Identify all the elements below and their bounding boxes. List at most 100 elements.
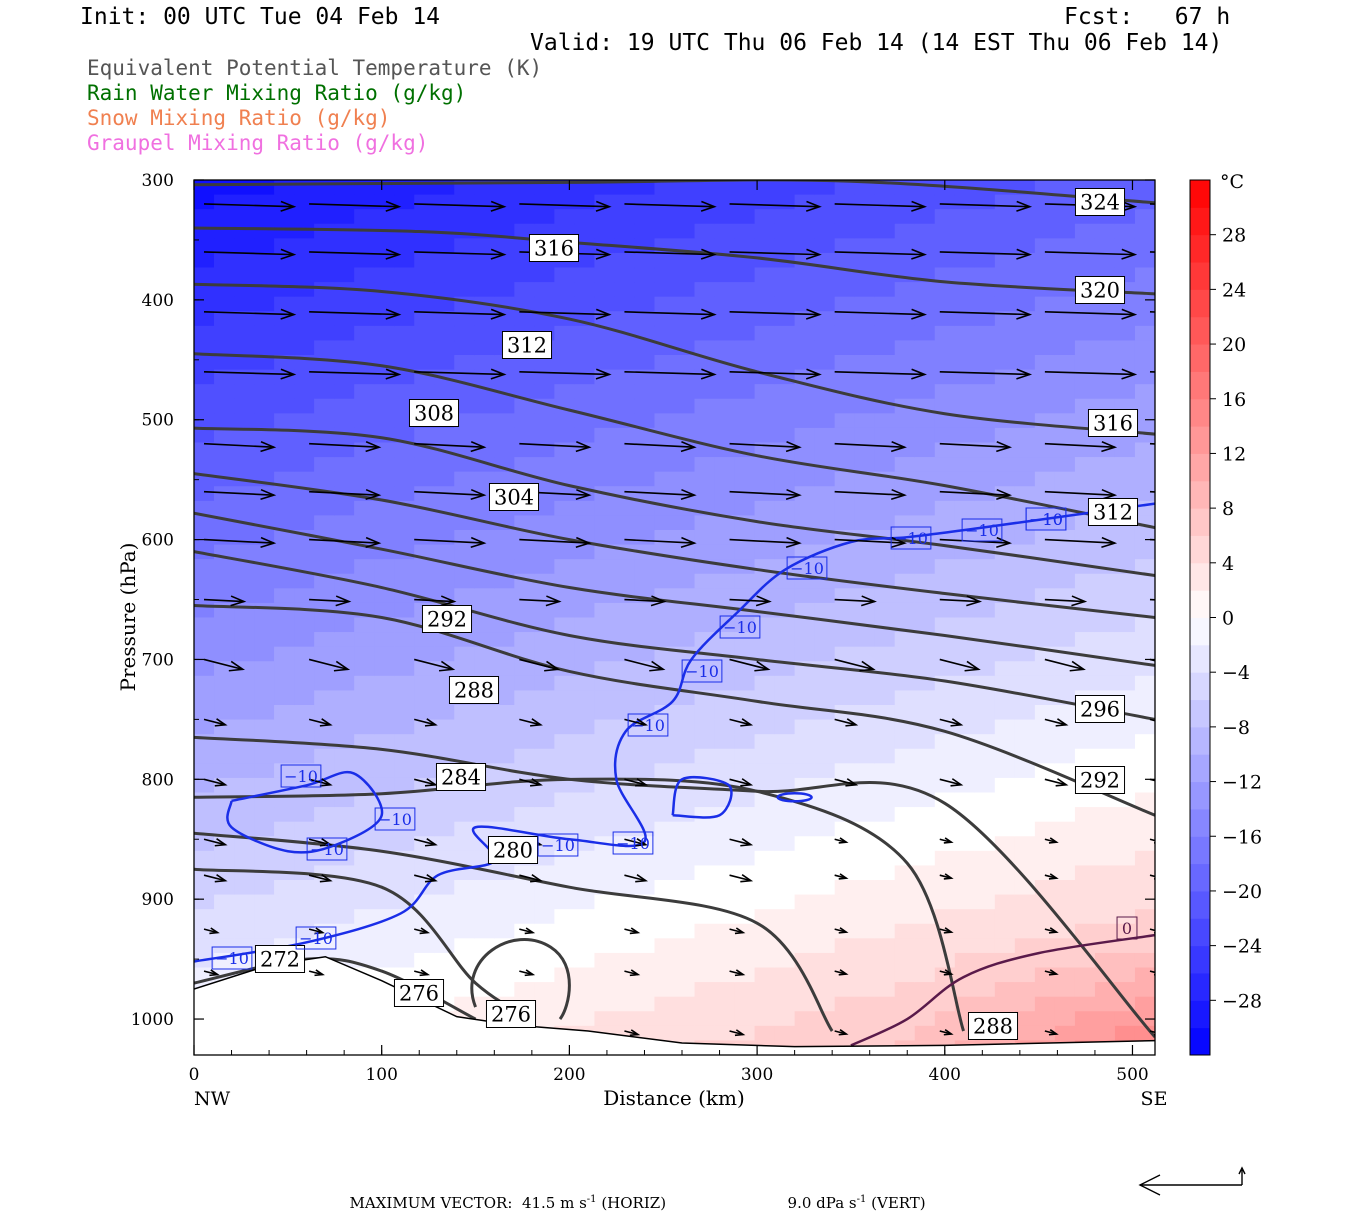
shade-cell: [234, 836, 255, 852]
shade-cell: [654, 223, 676, 239]
shade-cell: [1054, 705, 1076, 721]
shade-cell: [534, 427, 555, 444]
shade-cell: [1114, 938, 1136, 954]
shade-cell: [274, 413, 295, 429]
wind-vector: [203, 874, 226, 882]
wind-vector: [834, 598, 875, 603]
shade-cell: [214, 850, 235, 867]
shade-cell: [474, 252, 495, 269]
wind-vector: [624, 1030, 639, 1036]
shade-cell: [774, 180, 796, 196]
shade-cell: [234, 865, 255, 881]
shade-cell: [1114, 646, 1136, 662]
shade-cell: [714, 486, 736, 502]
shade-cell: [414, 675, 435, 692]
theta-e-label: 276: [491, 1003, 531, 1027]
isotherm-label: −10: [541, 836, 575, 855]
shade-cell: [234, 719, 255, 735]
x-tick-label: 300: [741, 1065, 773, 1085]
shade-cell: [734, 457, 756, 473]
shade-cell: [754, 180, 776, 196]
shade-cell: [634, 282, 656, 298]
shade-cell: [454, 384, 475, 400]
wind-vector: [203, 370, 294, 376]
shade-cell: [854, 719, 876, 735]
shade-cell: [454, 252, 475, 269]
shade-cell: [694, 398, 716, 414]
shade-cell: [394, 807, 415, 823]
shade-cell: [474, 398, 495, 414]
shade-cell: [414, 471, 435, 487]
shade-cell: [454, 209, 475, 225]
shade-cell: [974, 850, 996, 867]
shade-cell: [914, 909, 936, 925]
shade-cell: [754, 194, 776, 210]
shade-cell: [1094, 865, 1116, 881]
shade-cell: [574, 282, 596, 298]
shade-cell: [214, 675, 235, 692]
wind-vector: [729, 598, 770, 603]
theta-e-label: 324: [1080, 191, 1120, 215]
shade-cell: [614, 967, 636, 983]
shade-cell: [574, 719, 596, 735]
shade-cell: [334, 748, 355, 764]
wind-vector-head: [1071, 595, 1088, 607]
shade-cell: [594, 602, 616, 619]
shade-cell: [234, 296, 255, 312]
shade-cell: [794, 471, 816, 487]
shade-cell: [254, 690, 275, 706]
shade-cell: [814, 588, 836, 604]
shade-cell: [994, 267, 1016, 283]
shade-cell: [954, 617, 976, 633]
wind-vector: [624, 928, 639, 934]
shade-cell: [314, 282, 335, 298]
shade-cell: [314, 646, 335, 662]
y-axis-title: Pressure (hPa): [116, 543, 140, 692]
shade-cell: [334, 457, 355, 473]
shade-cell: [894, 661, 916, 677]
shade-cell: [694, 909, 716, 925]
shade-cell: [974, 573, 996, 589]
shade-cell: [1134, 763, 1155, 779]
shade-cell: [1094, 588, 1116, 604]
shade-cell: [1114, 1011, 1136, 1027]
shade-cell: [974, 471, 996, 487]
shade-cell: [1034, 821, 1056, 837]
shade-cell: [794, 763, 816, 779]
shade-cell: [554, 544, 575, 560]
shade-cell: [594, 807, 616, 823]
shade-cell: [274, 807, 295, 823]
shade-cell: [574, 252, 596, 269]
shade-cell: [854, 675, 876, 692]
shade-cell: [734, 500, 756, 517]
shade-cell: [634, 996, 656, 1012]
shade-cell: [894, 690, 916, 706]
wind-vector-head: [214, 874, 228, 883]
shade-cell: [794, 719, 816, 735]
shade-cell: [714, 500, 736, 517]
shade-cell: [454, 880, 475, 896]
isotherm-minus10-loop2: [671, 776, 733, 819]
shade-cell: [294, 296, 315, 312]
shade-cell: [954, 355, 976, 371]
shade-cell: [794, 632, 816, 648]
wind-vector: [308, 718, 331, 726]
shade-cell: [974, 792, 996, 808]
shade-cell: [774, 325, 796, 342]
shade-cell: [294, 413, 315, 429]
shade-cell: [274, 238, 295, 254]
shade-cell: [574, 325, 596, 342]
shade-cell: [354, 705, 375, 721]
shade-cell: [554, 938, 575, 954]
shade-cell: [634, 252, 656, 269]
shade-cell: [794, 850, 816, 867]
shade-cell: [914, 705, 936, 721]
shade-cell: [354, 909, 375, 925]
shade-cell: [274, 850, 295, 867]
shade-cell: [254, 909, 275, 925]
shade-cell: [854, 602, 876, 619]
colorbar-segment: [1190, 836, 1210, 865]
shade-cell: [514, 719, 535, 735]
shade-cell: [734, 923, 756, 939]
wind-vector: [519, 778, 541, 786]
